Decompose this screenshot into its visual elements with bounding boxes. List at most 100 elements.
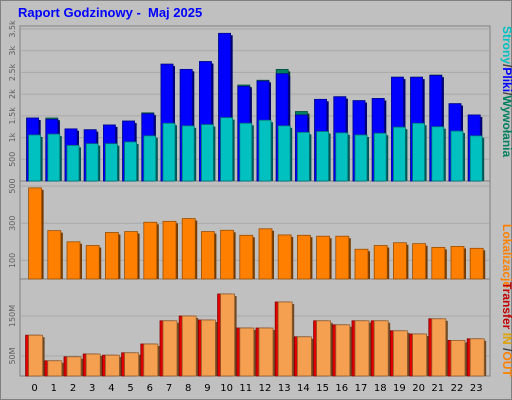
- x-tick-label: 13: [278, 383, 291, 394]
- sites-bar: [66, 241, 82, 280]
- transfer-out-bar-body: [143, 343, 159, 377]
- transfer-out-bar-body: [47, 360, 63, 377]
- x-tick-label: 7: [166, 383, 172, 394]
- pages-bar-body: [124, 141, 137, 182]
- pages-bar-body: [335, 132, 349, 182]
- transfer-out-bar: [105, 354, 122, 377]
- sites-bar-body: [335, 235, 350, 280]
- sites-bar-body: [296, 234, 311, 280]
- transfer-out-bar: [450, 339, 467, 377]
- transfer-out-bar-body: [258, 327, 274, 377]
- pages-bar-body: [181, 125, 195, 182]
- pages-bar: [412, 122, 427, 182]
- x-tick-label: 20: [412, 383, 425, 394]
- legend-part: Wywołania: [500, 95, 512, 157]
- pages-bar-body: [47, 133, 61, 182]
- legend-part: Strony: [500, 26, 512, 64]
- sites-bar: [335, 235, 351, 280]
- transfer-out-bar-body: [162, 320, 178, 377]
- y-tick-label: 150M: [8, 305, 17, 327]
- transfer-out-bar: [412, 333, 429, 377]
- sites-bar-body: [469, 247, 484, 280]
- transfer-out-bar-body: [450, 339, 466, 377]
- x-tick-label: 11: [239, 383, 252, 394]
- sites-bar: [181, 218, 198, 280]
- transfer-out-bar: [296, 336, 314, 377]
- pages-bar-body: [354, 134, 368, 182]
- transfer-out-bar: [47, 360, 64, 377]
- sites-bar-body: [181, 218, 196, 280]
- middle-panel-legend: Lokalizacje: [500, 224, 512, 288]
- x-tick-label: 19: [393, 383, 406, 394]
- transfer-out-bar-body: [200, 319, 216, 377]
- top-panel-bars: [26, 32, 485, 182]
- pages-bar-body: [412, 122, 426, 182]
- sites-bar-body: [412, 243, 427, 280]
- sites-bar-body: [277, 234, 292, 280]
- y-tick-label: 1k: [8, 132, 17, 142]
- sites-bar-body: [124, 231, 138, 280]
- x-tick-label: 16: [335, 383, 348, 394]
- transfer-out-bar: [124, 352, 141, 377]
- y-tick-label: 100: [8, 253, 17, 268]
- pages-bar: [66, 144, 81, 182]
- middle-panel-y-ticks: 100 300 500: [8, 178, 17, 268]
- sites-bar-body: [392, 242, 407, 280]
- pages-bar: [469, 135, 485, 182]
- sites-bar: [220, 229, 236, 280]
- sites-bar-body: [28, 187, 43, 280]
- pages-bar-body: [258, 119, 272, 182]
- sites-bar-body: [85, 245, 100, 280]
- pages-bar: [450, 130, 465, 182]
- legend-part: Transfer: [500, 282, 512, 330]
- pages-bar: [335, 132, 350, 182]
- transfer-out-bar: [316, 320, 333, 377]
- y-tick-label: 3k: [8, 45, 17, 55]
- x-axis-ticks: 0 1 2 3 4 5 6 7 8 9 10 11 12 13 14 15 16 17 18 19 20 21 22 23: [31, 383, 482, 394]
- pages-bar-body: [220, 117, 234, 182]
- sites-bar: [85, 245, 102, 280]
- sites-bar: [47, 230, 63, 280]
- pages-bar: [354, 134, 369, 182]
- transfer-out-bar: [162, 320, 179, 377]
- sites-bar: [28, 187, 44, 280]
- transfer-out-bar: [85, 353, 103, 377]
- sites-bar: [469, 247, 486, 280]
- y-tick-label: 2.5k: [8, 63, 17, 81]
- sites-bar: [162, 220, 178, 280]
- pages-bar-body: [162, 122, 176, 182]
- x-tick-label: 2: [70, 383, 76, 394]
- transfer-out-bar-body: [239, 327, 255, 377]
- sites-bar: [124, 231, 140, 280]
- sites-bar: [277, 234, 294, 280]
- transfer-out-bar: [431, 318, 448, 377]
- transfer-out-bar-body: [85, 353, 101, 377]
- pages-bar-body: [392, 126, 406, 182]
- x-tick-label: 1: [51, 383, 57, 394]
- transfer-out-bar: [66, 356, 83, 377]
- bottom-panel-y-ticks: 50M 150M: [8, 305, 17, 365]
- x-tick-label: 23: [470, 383, 483, 394]
- transfer-out-bar: [335, 324, 352, 377]
- pages-bar-body: [450, 130, 464, 182]
- sites-bar-body: [354, 248, 369, 280]
- sites-bar: [105, 232, 121, 280]
- x-tick-label: 18: [374, 383, 387, 394]
- sites-bar: [258, 228, 274, 280]
- pages-bar: [296, 131, 312, 182]
- transfer-out-bar-body: [66, 356, 82, 377]
- x-tick-label: 14: [297, 383, 310, 394]
- pages-bar: [316, 131, 331, 182]
- transfer-out-bar-body: [392, 330, 408, 377]
- sites-bar: [354, 248, 370, 280]
- sites-bar-body: [258, 228, 273, 280]
- sites-bar: [392, 242, 409, 280]
- transfer-out-bar-body: [335, 324, 351, 377]
- pages-bar: [162, 122, 177, 182]
- transfer-out-bar: [200, 319, 218, 377]
- transfer-out-bar: [220, 293, 237, 377]
- transfer-out-bar: [143, 343, 160, 377]
- sites-bar: [296, 234, 313, 280]
- pages-bar: [431, 126, 446, 182]
